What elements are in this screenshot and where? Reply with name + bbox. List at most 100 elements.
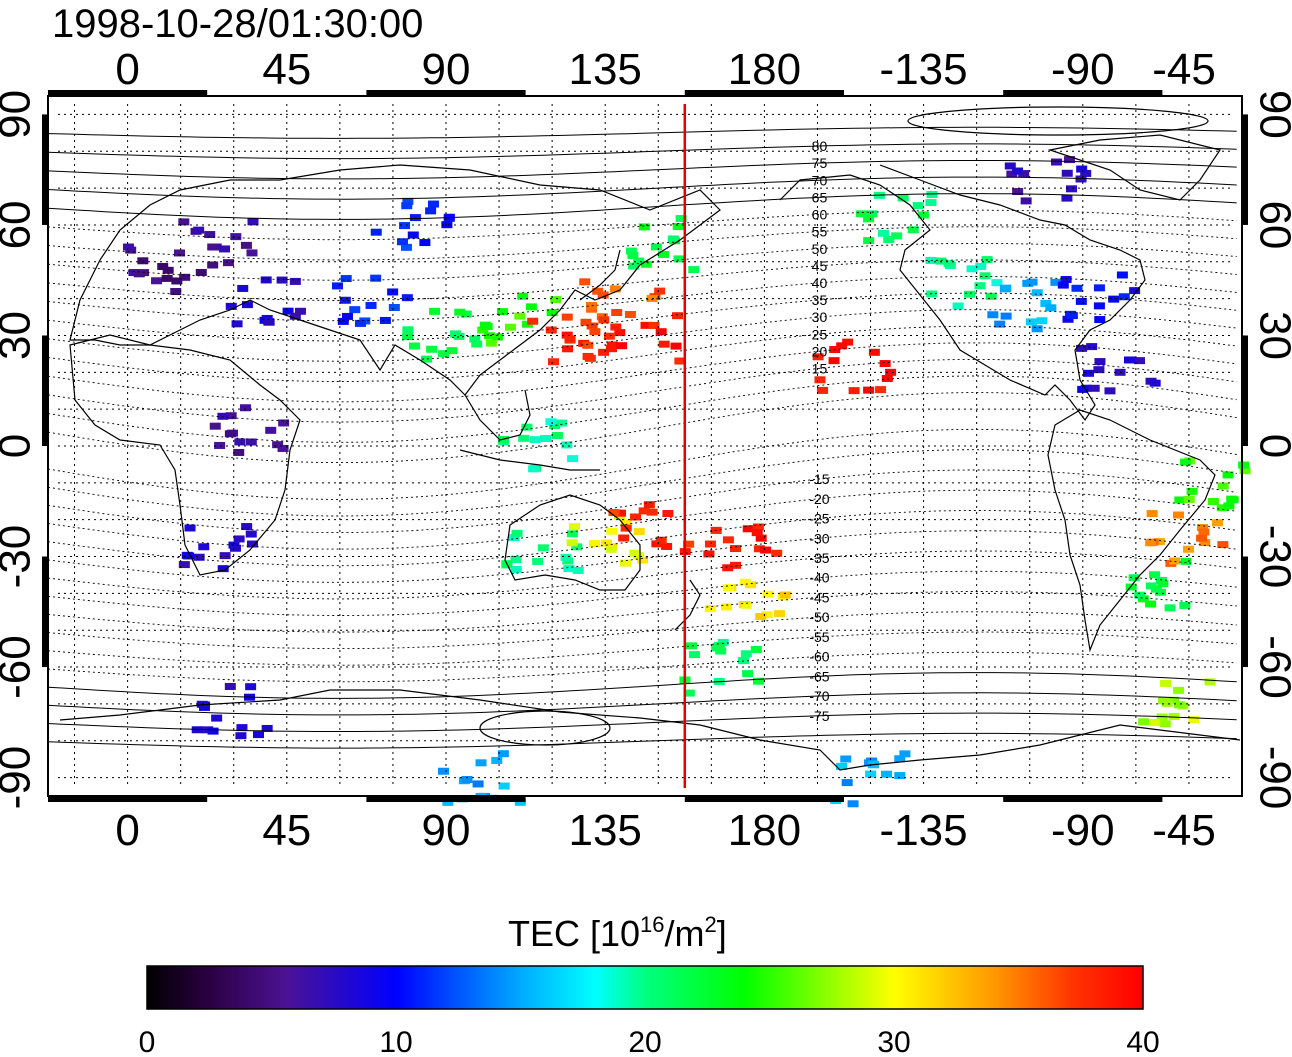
- tec-cell: [260, 276, 272, 284]
- tec-cell: [211, 714, 223, 722]
- tec-cell: [598, 348, 610, 356]
- tec-patch-7: [402, 307, 483, 363]
- tec-patch-27: [1174, 457, 1251, 512]
- tec-cell: [1173, 686, 1185, 694]
- contour-label: -55: [809, 629, 829, 645]
- tec-cell: [401, 202, 413, 210]
- colorbar-tick-label: 30: [877, 1026, 910, 1057]
- tec-cell: [722, 584, 734, 592]
- tec-cell: [592, 287, 604, 295]
- tec-cell: [1125, 583, 1137, 591]
- tec-cell: [863, 215, 875, 223]
- tec-cell: [517, 292, 529, 300]
- tec-cell: [1186, 487, 1198, 495]
- contour-label: -25: [809, 511, 829, 527]
- tec-cell: [567, 455, 579, 463]
- geomagnetic-contour: [47, 712, 1237, 732]
- geomagnetic-contour: [47, 591, 1237, 633]
- tec-cell: [667, 235, 679, 243]
- tec-cell: [1199, 539, 1211, 547]
- tec-cell: [640, 321, 652, 329]
- tec-cell: [219, 552, 231, 560]
- tec-cell: [453, 332, 465, 340]
- tec-cell: [454, 308, 466, 316]
- right-lat-tick-label: 30: [1250, 311, 1292, 360]
- contour-label: 35: [812, 292, 828, 308]
- tec-cell: [1168, 696, 1180, 704]
- tec-cell: [561, 331, 573, 339]
- tec-cell: [174, 249, 186, 257]
- tec-cell: [991, 279, 1003, 287]
- coast-africa: [69, 334, 301, 576]
- geomagnetic-contour: [47, 193, 1237, 220]
- tec-cell: [481, 322, 493, 330]
- tec-cell: [975, 262, 987, 270]
- tec-cell: [713, 641, 725, 649]
- tec-cell: [1133, 357, 1145, 365]
- tec-cell: [207, 243, 219, 251]
- tec-cell: [1116, 271, 1128, 279]
- contour-label: -60: [809, 649, 829, 665]
- tec-cell: [497, 750, 509, 758]
- tec-cell: [1093, 302, 1105, 310]
- tec-cell: [589, 540, 601, 548]
- tec-cell: [742, 670, 754, 678]
- geomagnetic-contour: [47, 732, 1237, 749]
- tec-cell: [184, 524, 196, 532]
- coast-japan: [579, 249, 621, 301]
- tec-cell: [683, 540, 695, 548]
- tec-cell: [402, 326, 414, 334]
- tec-cell: [952, 302, 964, 310]
- tec-cell: [1061, 194, 1073, 202]
- geomagnetic-contour: [47, 160, 1237, 180]
- tec-cell: [549, 422, 561, 430]
- contour-label: -45: [809, 589, 829, 605]
- tec-cell: [1066, 312, 1078, 320]
- right-lat-tick-label: -30: [1250, 525, 1292, 589]
- tec-cell: [1036, 317, 1048, 325]
- top-lon-tick-label: 0: [115, 45, 139, 94]
- tec-cell: [630, 513, 642, 521]
- right-lat-tick-label: -60: [1250, 635, 1292, 699]
- tec-cell: [545, 418, 557, 426]
- tec-patch-17: [704, 578, 791, 621]
- tec-cell: [740, 601, 752, 609]
- coast-north-america: [779, 164, 1146, 422]
- geomagnetic-contour: [47, 510, 1237, 567]
- geomagnetic-contour: [47, 292, 1237, 342]
- tec-cell: [640, 260, 652, 268]
- frame-segment: [1003, 90, 1163, 96]
- tec-cell: [289, 312, 301, 320]
- tec-cell: [730, 545, 742, 553]
- tec-cell: [685, 642, 697, 650]
- tec-cell: [461, 776, 473, 784]
- tec-cell: [925, 199, 937, 207]
- tec-cell: [518, 434, 530, 442]
- tec-cell: [721, 603, 733, 611]
- coast-greenland: [1047, 134, 1221, 201]
- tec-cell: [162, 266, 174, 274]
- tec-cell: [525, 303, 537, 311]
- tec-cell: [231, 320, 243, 328]
- tec-cell: [564, 335, 576, 343]
- tec-cell: [755, 613, 767, 621]
- frame-segment: [1003, 796, 1163, 802]
- tec-patch-5: [209, 404, 290, 456]
- tec-cell: [1045, 304, 1057, 312]
- tec-cell: [917, 211, 929, 219]
- tec-cell: [379, 316, 391, 324]
- tec-cell: [282, 307, 294, 315]
- geomagnetic-contour: [47, 126, 1237, 139]
- tec-cell: [1040, 299, 1052, 307]
- tec-cell: [217, 565, 229, 573]
- tec-cell: [1128, 574, 1140, 582]
- geomagnetic-contour: [47, 309, 1237, 362]
- tec-cell: [877, 229, 889, 237]
- contour-label: 25: [812, 326, 828, 342]
- tec-cell: [614, 509, 626, 517]
- tec-cell: [401, 294, 413, 302]
- contour-label: -50: [809, 609, 829, 625]
- geomagnetic-contour: [47, 242, 1237, 281]
- tec-cell: [883, 236, 895, 244]
- tec-cell: [496, 308, 508, 316]
